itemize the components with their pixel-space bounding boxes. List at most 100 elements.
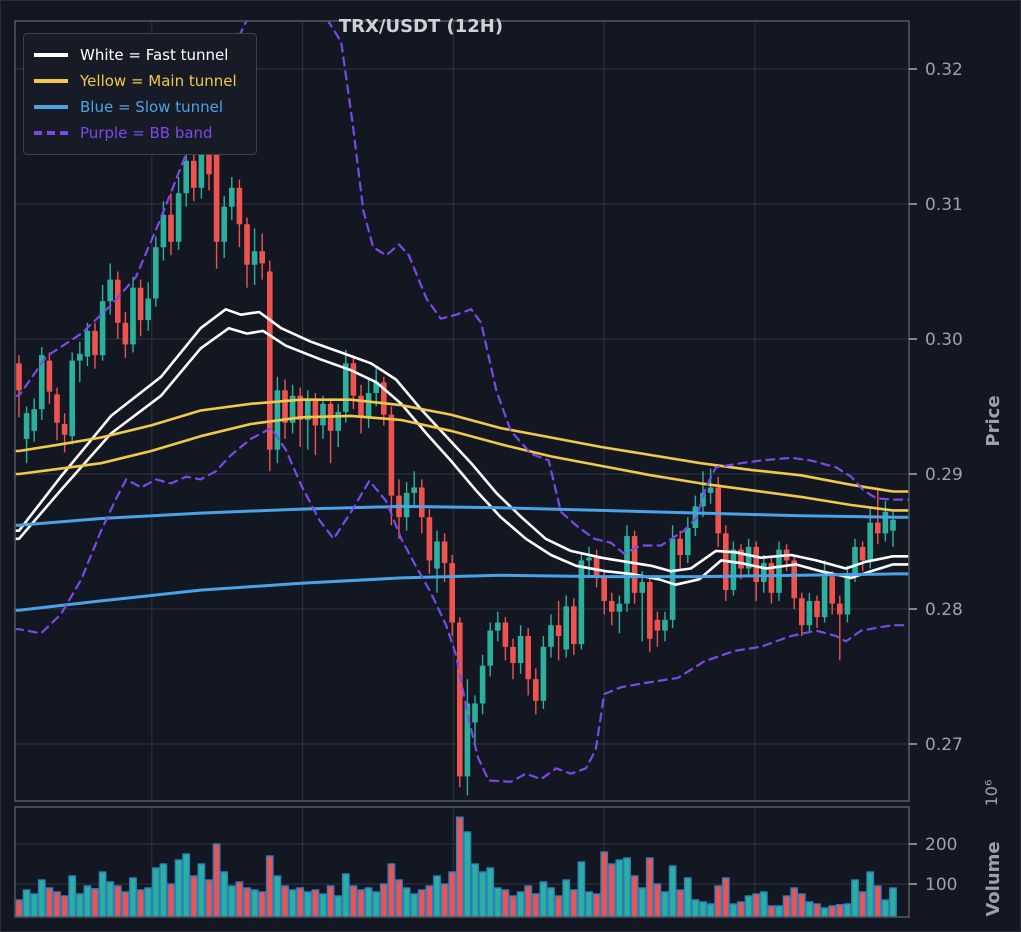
volume-panel-border xyxy=(14,806,910,918)
candle xyxy=(16,363,22,391)
candle xyxy=(533,679,539,701)
price-tick-label: 0.30 xyxy=(925,330,963,350)
candle xyxy=(806,600,813,626)
candle xyxy=(578,560,585,645)
volume-bar xyxy=(630,875,639,917)
candle xyxy=(137,287,144,321)
candle xyxy=(479,665,486,704)
volume-bar xyxy=(372,891,381,917)
volume-bar xyxy=(813,903,821,917)
volume-bar xyxy=(448,871,457,917)
candle xyxy=(867,522,873,561)
candle xyxy=(548,625,554,647)
volume-bar xyxy=(197,863,206,917)
volume-bar xyxy=(645,857,654,917)
candle xyxy=(745,546,752,569)
candle xyxy=(624,536,630,604)
volume-bar xyxy=(752,893,761,917)
volume-bar xyxy=(714,885,723,917)
volume-bar xyxy=(106,881,115,917)
volume-bar xyxy=(311,889,320,917)
volume-bar xyxy=(562,879,571,917)
candle xyxy=(282,390,288,423)
candle xyxy=(677,538,683,555)
legend-item-fast-tunnel: White = Fast tunnel xyxy=(34,42,246,68)
volume-bar xyxy=(281,885,289,917)
candle xyxy=(388,414,395,496)
volume-bar xyxy=(737,901,745,917)
volume-bar xyxy=(235,881,244,917)
volume-bar xyxy=(478,871,487,917)
candle xyxy=(487,630,493,666)
legend-label: Blue = Slow tunnel xyxy=(80,97,223,116)
candle xyxy=(358,395,364,418)
candle xyxy=(99,301,106,356)
candle xyxy=(312,398,319,426)
candle xyxy=(616,603,623,612)
candle xyxy=(191,160,197,188)
volume-bar xyxy=(273,875,282,917)
volume-bar xyxy=(167,883,175,917)
volume-bar xyxy=(30,893,39,917)
volume-bar xyxy=(775,905,783,917)
volume-bar xyxy=(455,816,464,917)
volume-bar xyxy=(379,883,388,917)
candle xyxy=(753,546,759,582)
price-panel-border xyxy=(14,20,910,802)
legend-item-main-tunnel: Yellow = Main tunnel xyxy=(34,68,246,94)
candle xyxy=(875,522,881,534)
candle xyxy=(639,582,645,593)
volume-bar xyxy=(843,903,852,917)
candle xyxy=(350,363,357,396)
price-axis: 0.32 0.31 0.30 0.29 0.28 0.27 xyxy=(909,60,963,755)
volume-bar xyxy=(607,863,616,917)
candle xyxy=(859,546,866,561)
volume-bar xyxy=(15,899,23,917)
volume-bar xyxy=(691,899,700,917)
volume-bar xyxy=(91,888,99,917)
candle xyxy=(381,382,387,415)
volume-bar xyxy=(227,885,236,917)
volume-multiplier-label: 10⁶ xyxy=(982,780,1001,807)
candle xyxy=(69,360,75,437)
candlestick-series xyxy=(16,112,896,796)
volume-bar xyxy=(699,901,707,917)
volume-bar xyxy=(539,881,548,917)
candle xyxy=(206,150,212,175)
candle xyxy=(457,622,463,777)
volume-bar xyxy=(501,889,510,917)
price-tick-label: 0.29 xyxy=(925,465,963,485)
volume-bar xyxy=(220,871,229,917)
line-fast-tunnel-upper xyxy=(15,307,909,573)
volume-bar xyxy=(547,887,555,917)
volume-bar xyxy=(440,883,449,917)
candle xyxy=(852,546,858,574)
candle xyxy=(289,395,296,423)
volume-bar xyxy=(83,885,92,917)
slow-tunnel-line-icon xyxy=(34,105,68,109)
candle xyxy=(115,279,121,323)
volume-bar xyxy=(258,891,267,917)
candle xyxy=(791,560,797,599)
candle xyxy=(343,363,349,412)
candle xyxy=(715,487,721,534)
candle xyxy=(244,224,250,265)
volume-bar xyxy=(668,865,677,917)
candle xyxy=(411,487,417,493)
candle xyxy=(685,528,691,555)
legend-item-bb-band: Purple = BB band xyxy=(34,120,246,146)
volume-bar xyxy=(151,867,160,917)
candle xyxy=(571,606,577,645)
volume-bar xyxy=(159,863,168,917)
candle xyxy=(229,187,235,207)
candle xyxy=(738,549,744,569)
volume-bar xyxy=(417,889,426,917)
candle xyxy=(586,557,592,561)
volume-bar xyxy=(835,904,844,917)
candle xyxy=(175,193,182,242)
candle xyxy=(517,636,524,663)
candle xyxy=(799,598,805,626)
volume-bar xyxy=(121,891,130,917)
volume-bar xyxy=(471,863,479,917)
line-main-tunnel-lower xyxy=(15,414,909,512)
